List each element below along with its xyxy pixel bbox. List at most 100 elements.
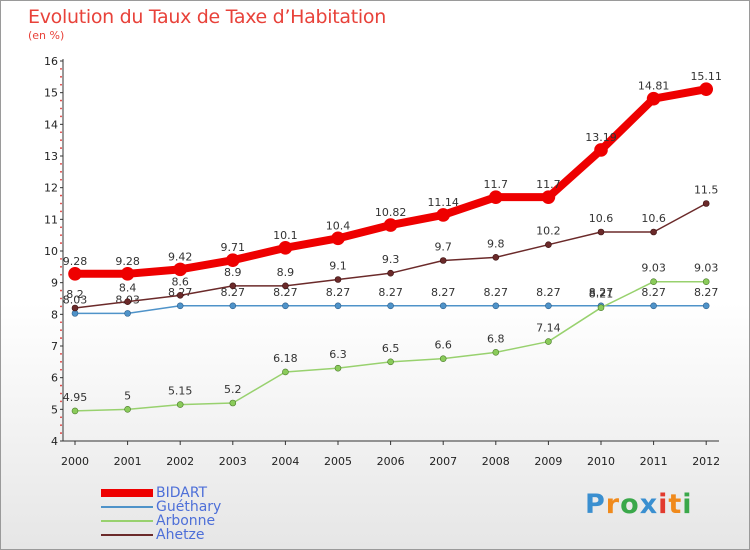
x-tick-label: 2011	[640, 455, 668, 468]
data-point-arbonne	[650, 278, 657, 286]
legend-label-arbonne: Arbonne	[156, 513, 216, 529]
data-point-bidart	[278, 241, 293, 255]
data-label-ahetze: 9.1	[329, 260, 347, 273]
data-point-bidart	[173, 262, 187, 277]
y-minor-tick	[60, 226, 62, 229]
data-label-bidart: 15.11	[690, 70, 722, 83]
data-label-ahetze: 8.6	[171, 275, 189, 288]
data-point-bidart	[541, 190, 556, 204]
y-minor-tick	[60, 75, 62, 78]
data-label-ahetze: 9.3	[382, 253, 400, 266]
y-minor-tick	[60, 337, 62, 339]
x-tick-label: 2009	[534, 455, 562, 468]
y-tick-label: 14	[44, 118, 58, 131]
x-tick-label: 2010	[587, 455, 615, 468]
x-tick-label: 2002	[166, 455, 194, 468]
data-label-arbonne: 5.2	[224, 383, 242, 396]
data-label-ahetze: 10.6	[589, 212, 614, 225]
data-point-guthary	[545, 302, 552, 310]
data-point-bidart	[68, 266, 82, 281]
y-tick-label: 8	[51, 308, 58, 321]
legend-label-ahetze: Ahetze	[156, 527, 205, 543]
data-point-bidart	[331, 231, 345, 246]
data-label-bidart: 11.14	[427, 196, 459, 209]
y-tick-label: 7	[51, 340, 58, 353]
data-point-guthary	[176, 302, 184, 310]
legend-swatch-ahetze	[101, 534, 153, 536]
y-tick-label: 6	[51, 372, 58, 385]
data-label-ahetze: 8.9	[277, 266, 295, 279]
y-minor-tick	[60, 273, 62, 276]
data-label-ahetze: 8.9	[224, 266, 242, 279]
y-minor-tick	[60, 202, 62, 205]
y-minor-tick	[60, 99, 62, 102]
y-minor-tick	[60, 107, 62, 110]
proxiti-logo: Proxiti	[585, 489, 693, 520]
logo-letter: i	[658, 489, 669, 520]
y-minor-tick	[60, 258, 62, 260]
y-minor-tick	[60, 83, 62, 86]
legend-swatch-arbonne	[101, 520, 153, 522]
data-point-bidart	[699, 82, 714, 96]
data-point-bidart	[226, 253, 240, 267]
data-label-bidart: 10.4	[326, 219, 351, 232]
legend-label-bidart: BIDART	[156, 485, 208, 501]
y-minor-tick	[60, 178, 62, 181]
data-label-arbonne: 6.18	[273, 352, 298, 365]
data-point-bidart	[488, 190, 503, 204]
y-minor-tick	[60, 289, 62, 292]
data-label-ahetze: 10.2	[536, 225, 561, 238]
logo-letter: x	[639, 489, 659, 520]
data-label-bidart: 13.19	[585, 131, 617, 144]
legend-swatch-bidart	[101, 489, 153, 497]
data-label-bidart: 11.7	[484, 178, 509, 191]
data-label-guthary: 8.27	[484, 286, 509, 299]
data-label-ahetze: 11.5	[694, 184, 719, 197]
data-point-ahetze	[229, 282, 237, 290]
y-minor-tick	[60, 265, 62, 268]
data-label-bidart: 9.42	[168, 250, 193, 263]
data-point-ahetze	[650, 228, 657, 236]
y-minor-tick	[60, 384, 62, 387]
data-point-ahetze	[282, 282, 289, 290]
data-label-guthary: 8.27	[589, 286, 614, 299]
y-minor-tick	[60, 194, 62, 197]
data-point-arbonne	[597, 304, 605, 311]
data-label-arbonne: 4.95	[63, 391, 88, 404]
data-label-arbonne: 6.6	[434, 339, 452, 352]
data-label-guthary: 8.27	[641, 286, 666, 299]
logo-letter: r	[605, 489, 621, 520]
data-point-bidart	[383, 218, 398, 232]
x-tick-label: 2004	[271, 455, 299, 468]
logo-letter: o	[620, 489, 640, 520]
data-point-ahetze	[71, 304, 79, 312]
data-label-bidart: 11.7	[536, 178, 561, 191]
data-point-ahetze	[597, 228, 605, 236]
data-point-bidart	[120, 266, 135, 281]
data-point-ahetze	[176, 292, 184, 299]
y-minor-tick	[60, 242, 62, 244]
data-point-bidart	[436, 208, 451, 222]
y-minor-tick	[60, 392, 62, 395]
data-label-guthary: 8.27	[273, 286, 298, 299]
data-point-guthary	[282, 302, 289, 310]
data-label-bidart: 10.82	[375, 206, 407, 219]
y-tick-label: 5	[51, 403, 58, 416]
data-point-arbonne	[229, 399, 237, 407]
data-label-ahetze: 9.7	[434, 241, 452, 254]
data-point-ahetze	[334, 276, 342, 283]
data-point-ahetze	[702, 200, 710, 207]
data-point-ahetze	[124, 298, 131, 305]
legend-label-guthary: Guéthary	[156, 499, 222, 515]
data-label-ahetze: 10.6	[641, 212, 666, 225]
chart-title: Evolution du Taux de Taxe d’Habitation	[28, 6, 386, 28]
data-point-bidart	[646, 91, 661, 106]
data-point-arbonne	[71, 407, 79, 415]
y-minor-tick	[60, 131, 62, 134]
data-label-bidart: 10.1	[273, 229, 298, 242]
y-minor-tick	[60, 68, 62, 70]
x-tick-label: 2001	[114, 455, 142, 468]
data-label-arbonne: 7.14	[536, 322, 561, 335]
data-label-guthary: 8.27	[536, 286, 561, 299]
